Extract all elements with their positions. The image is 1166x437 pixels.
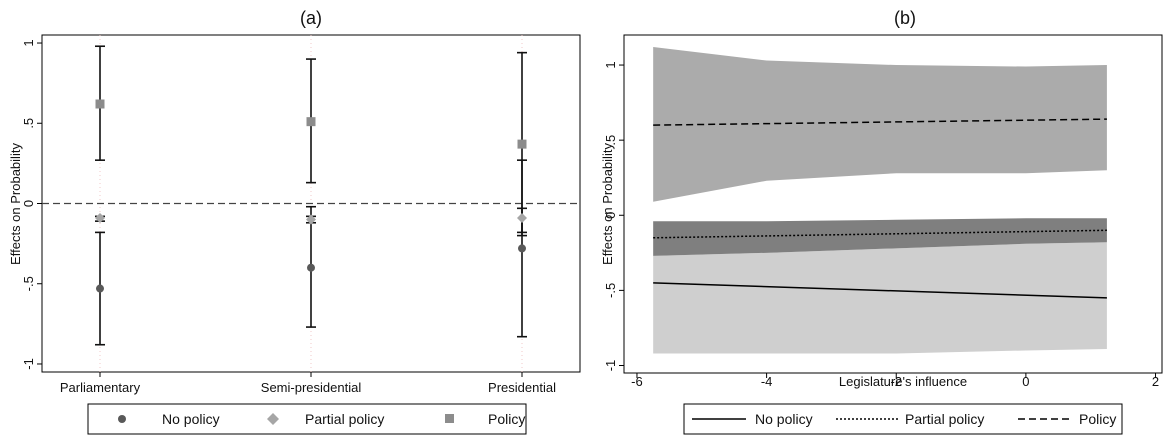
panel-b-y-tick-label: .5 (603, 135, 618, 146)
panel-b-x-tick-label: -2 (890, 374, 902, 389)
panel-a: (a) Effects on Probability 1 .5 0 -.5 -1 Parl… (8, 8, 581, 435)
panel-a-y-tick-label: -.5 (21, 276, 36, 291)
legend-b-policy-label: Policy (1079, 411, 1116, 427)
panel-b-x-axis-label: Legislature's influence (839, 374, 967, 389)
panel-a-y-tick-label: 1 (21, 39, 36, 46)
panel-b-ci-band-policy (653, 47, 1107, 202)
panel-a-x-tick-label: Semi-presidential (261, 380, 362, 395)
panel-a-x-tick-label: Presidential (488, 380, 556, 395)
panel-a-point-no-policy (518, 244, 526, 253)
panel-b-y-tick-label: 1 (603, 61, 618, 68)
panel-b-x-tick-label: -6 (631, 374, 643, 389)
panel-a-y-tick-label: -1 (21, 358, 36, 370)
panel-b-y-tick-label: -.5 (603, 283, 618, 298)
panel-a-point-policy (95, 99, 105, 109)
panel-a-point-partial-policy (95, 212, 105, 223)
legend-b-no-policy-label: No policy (755, 411, 813, 427)
panel-b-y-tick-label: -1 (603, 360, 618, 372)
panel-b-legend (683, 403, 1123, 435)
panel-b-title: (b) (894, 8, 916, 28)
panel-a-y-axis-label: Effects on Probability (8, 143, 23, 265)
panel-b-x-tick-label: 0 (1022, 374, 1029, 389)
legend-partial-policy-marker (267, 413, 279, 425)
panel-b-x-tick-label: 2 (1152, 374, 1159, 389)
panel-b-x-tick-label: -4 (761, 374, 773, 389)
panel-b-line-no-policy (653, 282, 1107, 299)
panel-a-point-partial-policy (517, 212, 527, 223)
legend-no-policy-label: No policy (162, 411, 220, 427)
legend-policy-label: Policy (488, 411, 525, 427)
panel-b-y-axis-label: Effects on Probability (600, 143, 615, 265)
panel-a-y-tick-label: .5 (21, 118, 36, 129)
panel-b-ci-band-no-policy (653, 242, 1107, 354)
legend-policy-marker (445, 414, 454, 423)
panel-b-y-tick-label: 0 (603, 212, 618, 219)
legend-b-partial-policy-label: Partial policy (905, 411, 984, 427)
panel-b-line-policy (653, 118, 1107, 126)
panel-a-point-policy (517, 139, 527, 149)
panel-a-y-tick-label: 0 (21, 200, 36, 207)
legend-no-policy-marker (118, 415, 126, 423)
panel-a-point-no-policy (307, 263, 315, 272)
panel-a-x-tick-label: Parliamentary (60, 380, 141, 395)
panel-b-ci-band-partial-policy (653, 218, 1107, 256)
panel-a-title: (a) (300, 8, 322, 28)
panel-b: (b) Effects on Probability Legislature's… (600, 8, 1163, 435)
panel-a-point-partial-policy (306, 214, 316, 225)
legend-partial-policy-label: Partial policy (305, 411, 384, 427)
panel-a-point-no-policy (96, 284, 104, 293)
panel-a-point-policy (306, 117, 316, 127)
